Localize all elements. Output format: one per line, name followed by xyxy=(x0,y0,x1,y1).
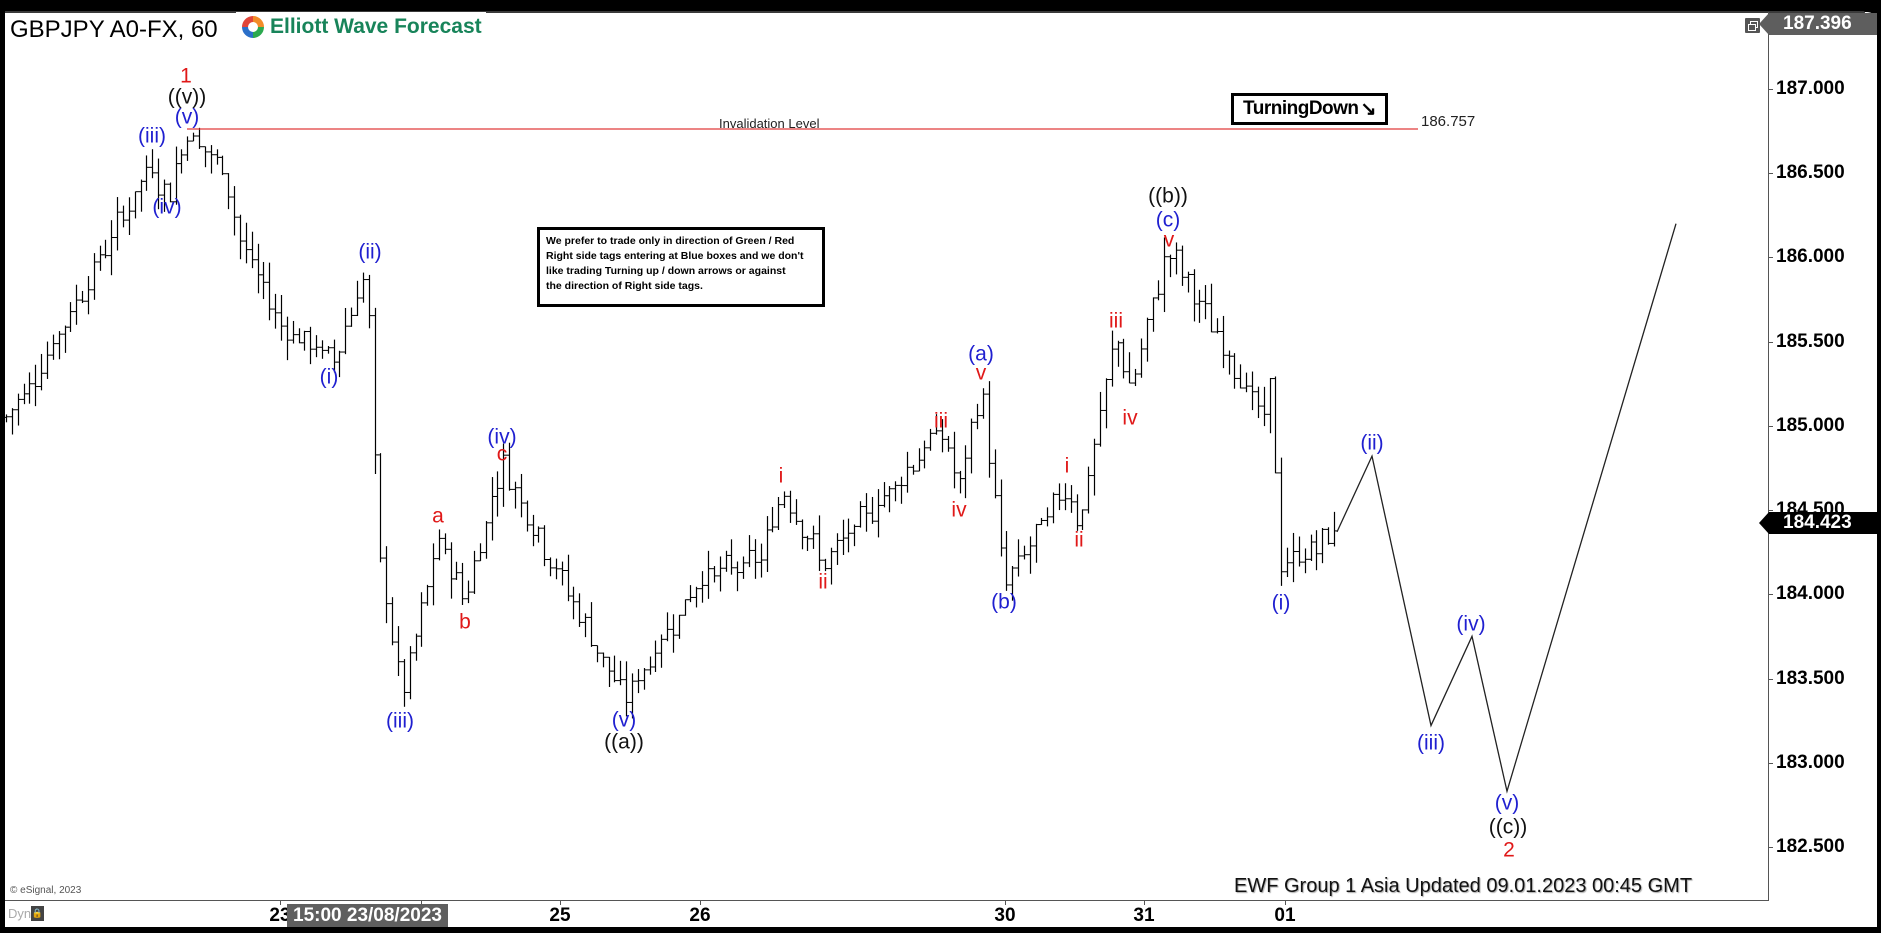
wave-label: v xyxy=(975,361,987,385)
wave-label: (v) xyxy=(1494,791,1520,815)
time-axis-tick xyxy=(560,900,561,905)
wave-label: iii xyxy=(934,409,948,433)
time-axis-tick xyxy=(421,900,422,905)
top-border-line xyxy=(5,11,1865,13)
wave-label: (c) xyxy=(1155,208,1181,232)
wave-label: i xyxy=(778,464,784,488)
invalidation-label: Invalidation Level xyxy=(719,116,820,131)
invalidation-value: 186.757 xyxy=(1421,113,1476,130)
symbol-title: GBPJPY A0-FX, 60 xyxy=(10,16,218,43)
time-axis-label: 26 xyxy=(689,905,711,926)
price-axis-label: 183.000 xyxy=(1776,752,1845,773)
wave-label: (i) xyxy=(319,365,339,389)
wave-label: (iv) xyxy=(152,195,182,219)
price-axis-label: 186.000 xyxy=(1776,246,1845,267)
price-axis-label: 184.000 xyxy=(1776,583,1845,604)
wave-label: (v) xyxy=(611,708,637,732)
logo-text: Elliott Wave Forecast xyxy=(270,15,482,38)
time-axis-label: 30 xyxy=(994,905,1016,926)
wave-label: (iii) xyxy=(1417,731,1445,755)
price-axis-tick xyxy=(1768,763,1773,764)
time-axis-label: 01 xyxy=(1274,905,1296,926)
wave-label: a xyxy=(432,504,444,528)
time-axis-label: 23 xyxy=(269,905,291,926)
arrow-down-right-icon: ↘ xyxy=(1360,98,1377,120)
turning-label: TurningDown xyxy=(1243,98,1359,119)
notice-line: like trading Turning up / down arrows or… xyxy=(546,265,786,277)
wave-label: iv xyxy=(951,498,967,522)
wave-label: (ii) xyxy=(358,240,382,264)
notice-line: We prefer to trade only in direction of … xyxy=(546,235,795,247)
lock-icon[interactable]: 🔒 xyxy=(31,906,44,921)
time-axis-tick xyxy=(1285,900,1286,905)
wave-label: ((c)) xyxy=(1488,815,1528,839)
price-axis-label: 182.500 xyxy=(1776,836,1845,857)
time-axis-tick xyxy=(1005,900,1006,905)
wave-label: (ii) xyxy=(1360,431,1384,455)
crosshair-time-label: 15:00 23/08/2023 xyxy=(287,904,448,927)
wave-label: ((a)) xyxy=(604,730,644,754)
price-axis-tick xyxy=(1768,847,1773,848)
wave-label: iv xyxy=(1122,406,1138,430)
price-axis-tick xyxy=(1768,173,1773,174)
ohlc-bars xyxy=(3,127,1338,719)
trading-notice-box: We prefer to trade only in direction of … xyxy=(537,227,825,307)
wave-label: (iv) xyxy=(1456,612,1486,636)
high-price-tag: 187.396 xyxy=(1759,13,1877,35)
dyn-label[interactable]: Dyn xyxy=(8,906,32,921)
wave-label: (v) xyxy=(174,105,200,129)
wave-label: ((v)) xyxy=(167,85,207,109)
price-axis-label: 186.500 xyxy=(1776,162,1845,183)
last-price-tag: 184.423 xyxy=(1759,512,1877,534)
notice-line: Right side tags entering at Blue boxes a… xyxy=(546,250,804,262)
price-axis-line xyxy=(1768,12,1769,901)
price-axis-tick xyxy=(1768,342,1773,343)
price-axis-tick xyxy=(1768,257,1773,258)
price-axis-tick xyxy=(1768,426,1773,427)
wave-label: iii xyxy=(1109,309,1123,333)
wave-label: (i) xyxy=(1271,591,1291,615)
wave-label: (b) xyxy=(991,590,1017,614)
window-restore-icon[interactable] xyxy=(1745,18,1760,33)
time-axis-tick xyxy=(280,900,281,905)
price-axis-tick xyxy=(1768,679,1773,680)
brand-logo: Elliott Wave Forecast xyxy=(236,12,486,42)
wave-label: ii xyxy=(1074,528,1084,552)
notice-line: the direction of Right side tags. xyxy=(546,280,703,292)
price-axis-label: 185.500 xyxy=(1776,331,1845,352)
time-axis-label: 25 xyxy=(549,905,571,926)
wave-label: 1 xyxy=(180,64,192,88)
chart-frame xyxy=(5,12,1877,927)
wave-label: i xyxy=(1064,454,1070,478)
time-axis-line xyxy=(5,900,1769,901)
price-axis-tick xyxy=(1768,510,1773,511)
wave-label: ((b)) xyxy=(1148,184,1188,208)
wave-label: c xyxy=(496,442,508,466)
wave-label: (iv) xyxy=(487,425,517,449)
time-axis-tick xyxy=(1144,900,1145,905)
price-axis-tick xyxy=(1768,89,1773,90)
wave-label: (iii) xyxy=(386,709,414,733)
update-note: EWF Group 1 Asia Updated 09.01.2023 00:4… xyxy=(1234,875,1693,897)
logo-icon xyxy=(241,15,265,39)
wave-label: b xyxy=(459,610,471,634)
price-axis-label: 187.000 xyxy=(1776,78,1845,99)
wave-label: (iii) xyxy=(138,124,166,148)
copyright-text: © eSignal, 2023 xyxy=(10,885,82,896)
wave-label: v xyxy=(1163,228,1175,252)
wave-label: ii xyxy=(818,570,828,594)
wave-label: (a) xyxy=(968,342,994,366)
price-axis-label: 183.500 xyxy=(1776,668,1845,689)
price-axis-tick xyxy=(1768,594,1773,595)
price-axis-label: 185.000 xyxy=(1776,415,1845,436)
projection-path xyxy=(1336,223,1677,794)
time-axis-tick xyxy=(700,900,701,905)
time-axis-label: 31 xyxy=(1133,905,1155,926)
wave-label: 2 xyxy=(1503,838,1515,862)
window-top-bar xyxy=(0,0,1881,12)
turning-down-tag: TurningDown ↘ xyxy=(1231,93,1388,125)
